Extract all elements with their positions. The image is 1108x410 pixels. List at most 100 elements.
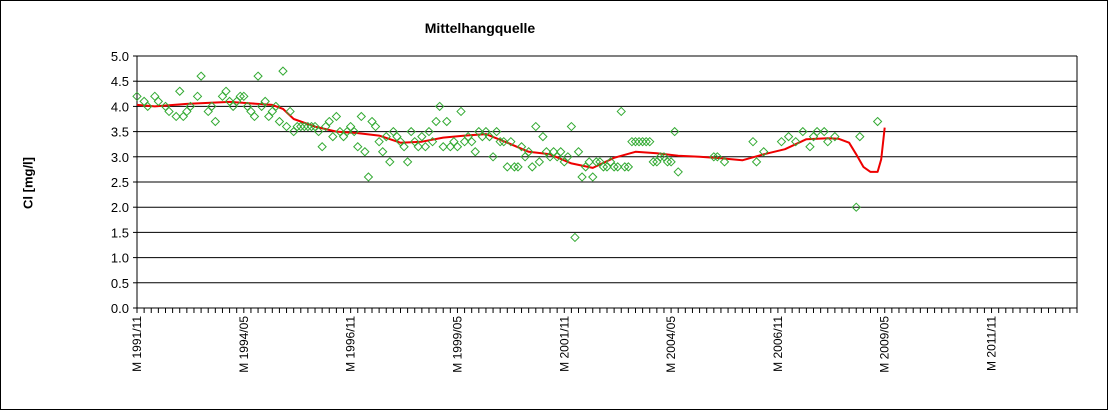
data-point: [210, 116, 221, 127]
data-point: [431, 116, 441, 127]
data-point: [317, 142, 327, 152]
y-tick-label: 1.5: [111, 225, 129, 240]
data-point: [570, 232, 580, 243]
data-point: [175, 86, 185, 96]
data-point: [758, 147, 769, 157]
data-point: [563, 152, 573, 162]
trend-line-series: [136, 100, 886, 173]
y-tick-label: 4.0: [111, 99, 129, 114]
data-point: [271, 101, 281, 112]
data-point: [516, 142, 527, 152]
data-point: [424, 126, 434, 137]
data-point: [377, 147, 388, 157]
data-point: [185, 101, 196, 112]
data-point: [609, 162, 619, 172]
data-point: [153, 96, 164, 107]
data-point: [381, 131, 391, 142]
data-point: [584, 157, 594, 167]
x-tick-label: M 1994/05: [237, 316, 251, 373]
data-point: [413, 142, 423, 152]
data-point: [612, 162, 623, 172]
x-tick-label: M 1999/05: [450, 316, 464, 373]
data-point: [449, 136, 459, 147]
data-point: [164, 106, 174, 117]
y-tick-label: 1.0: [111, 251, 129, 266]
data-point: [748, 136, 758, 147]
data-point: [296, 121, 306, 132]
data-point: [855, 131, 865, 142]
y-tick-label: 2.0: [111, 200, 129, 215]
data-point: [221, 86, 231, 96]
data-point: [495, 136, 505, 147]
data-point: [360, 147, 370, 157]
trend-line: [136, 100, 886, 173]
data-point: [456, 106, 466, 117]
data-point: [374, 136, 384, 147]
data-point: [673, 167, 683, 177]
data-point: [253, 71, 263, 81]
data-point: [509, 162, 520, 172]
data-point: [385, 157, 395, 167]
y-tick-label: 0.5: [111, 276, 129, 291]
data-point: [513, 162, 523, 172]
data-point: [538, 131, 548, 142]
data-point: [420, 142, 431, 152]
data-point: [709, 152, 719, 162]
data-point: [751, 157, 762, 167]
y-tick-label: 3.0: [111, 150, 129, 165]
data-point: [872, 116, 883, 127]
data-point: [648, 157, 658, 167]
data-point: [196, 71, 206, 81]
x-tick-label: M 2006/11: [771, 316, 785, 372]
data-point: [452, 142, 463, 152]
data-point: [399, 142, 409, 152]
data-point: [573, 147, 584, 157]
x-tick-label: M 1996/11: [344, 316, 358, 372]
data-point: [634, 136, 644, 147]
data-point: [812, 126, 822, 137]
data-point: [150, 91, 160, 102]
data-point: [719, 157, 730, 167]
data-point: [851, 202, 861, 212]
measurement-points: [132, 66, 883, 243]
data-point: [264, 111, 274, 122]
data-point: [598, 162, 609, 172]
data-point: [484, 131, 495, 142]
data-point: [402, 157, 413, 167]
x-tick-label: M 2011/11: [985, 316, 999, 371]
y-tick-label: 5.0: [111, 49, 129, 64]
data-point: [278, 66, 288, 76]
data-point: [645, 136, 655, 147]
data-point: [260, 96, 270, 107]
data-point: [324, 116, 334, 127]
chart-title: Mittelhangquelle: [424, 20, 536, 36]
data-point: [488, 152, 498, 162]
data-point: [281, 121, 292, 132]
data-point: [217, 91, 228, 102]
x-tick-label: M 1991/11: [130, 316, 144, 372]
data-point: [203, 106, 213, 117]
data-point: [531, 121, 541, 132]
data-point: [506, 136, 516, 147]
data-point: [641, 136, 651, 147]
data-point: [666, 157, 676, 167]
data-point: [527, 162, 537, 172]
data-point: [292, 121, 302, 132]
data-point: [805, 142, 815, 152]
data-point: [367, 116, 377, 127]
data-point: [523, 147, 534, 157]
grid-lines: [137, 55, 1077, 309]
data-point: [239, 91, 249, 102]
data-point: [623, 162, 634, 172]
data-point: [207, 101, 217, 112]
data-point: [171, 111, 181, 122]
data-point: [502, 162, 513, 172]
data-point: [427, 136, 438, 147]
data-point: [588, 172, 598, 182]
data-point: [306, 121, 317, 132]
data-point: [566, 121, 577, 132]
data-point: [139, 96, 149, 107]
data-point: [249, 111, 260, 122]
data-point: [353, 142, 363, 152]
